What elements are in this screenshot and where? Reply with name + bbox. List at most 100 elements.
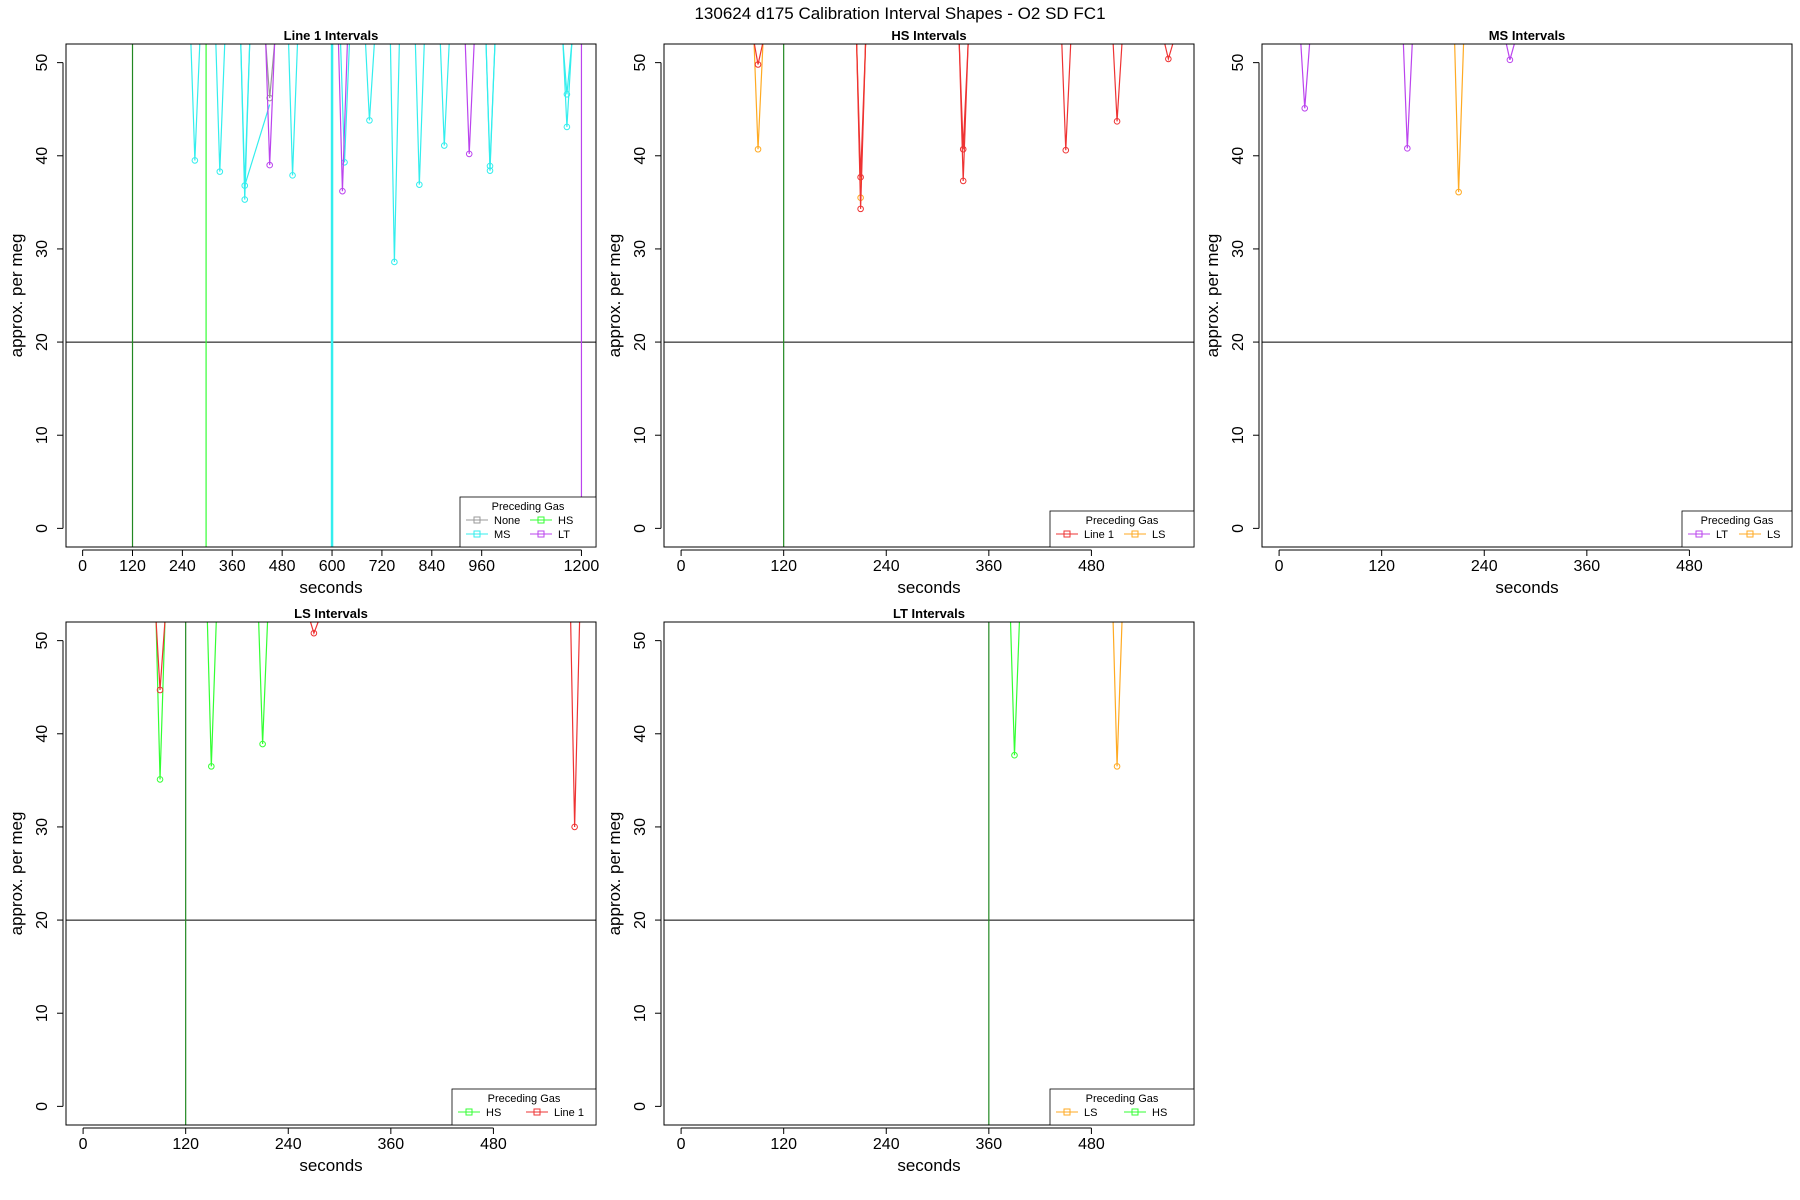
data-point	[486, 162, 494, 170]
interval-trace	[265, 44, 276, 99]
legend-swatch-marker	[1131, 1108, 1139, 1116]
y-tick-label: 0	[34, 1102, 51, 1111]
legend-entry-label: LS	[1152, 529, 1165, 541]
y-axis-label: approx. per meg	[605, 234, 624, 358]
legend: Preceding Gas Line 1 LS	[1049, 510, 1195, 548]
y-tick-label: 40	[1230, 147, 1247, 165]
interval-trace	[1009, 622, 1021, 756]
plot-frame	[663, 621, 1195, 1126]
y-tick-label: 20	[1230, 333, 1247, 351]
x-tick-label: 0	[79, 1136, 88, 1153]
y-tick-label: 50	[632, 54, 649, 72]
y-tick-label: 0	[632, 1102, 649, 1111]
data-point	[1455, 188, 1462, 196]
data-point	[1113, 763, 1121, 770]
panel-3: MS Intervals 0 120 240 360 480 seconds 0 10 20 30 4…	[1203, 28, 1793, 597]
y-tick-label: 50	[632, 632, 649, 650]
y-tick-label: 30	[34, 240, 51, 258]
interval-trace	[958, 44, 969, 150]
y-tick-label: 10	[34, 426, 51, 444]
legend-entry-label: Line 1	[554, 1107, 584, 1119]
legend: Preceding Gas LT LS	[1681, 510, 1793, 548]
y-tick-label: 20	[632, 333, 649, 351]
y-tick-label: 50	[34, 54, 51, 72]
data-point	[241, 196, 249, 203]
plot-frame	[65, 621, 597, 1126]
data-point	[1165, 55, 1172, 63]
legend-entry-label: HS	[558, 515, 573, 527]
y-tick-label: 0	[1230, 524, 1247, 533]
y-axis-label: approx. per meg	[7, 234, 26, 358]
legend-box	[451, 1088, 597, 1126]
x-axis-label: seconds	[1495, 578, 1558, 597]
legend: Preceding Gas None HS MS LT	[459, 496, 597, 548]
x-tick-label: 840	[418, 558, 445, 575]
interval-trace	[389, 44, 400, 262]
y-tick-label: 30	[632, 818, 649, 836]
panel-title: Line 1 Intervals	[284, 28, 379, 43]
plot-frame	[663, 43, 1195, 548]
legend-entry-label: LS	[1767, 529, 1780, 541]
plot-area	[664, 622, 1194, 1125]
interval-trace	[288, 44, 299, 176]
interval-trace	[258, 622, 269, 745]
interval-trace	[1505, 44, 1515, 60]
interval-trace	[190, 44, 201, 161]
y-tick-label: 50	[1230, 54, 1247, 72]
legend-title: Preceding Gas	[488, 1093, 561, 1105]
data-point	[266, 161, 273, 169]
interval-trace	[464, 44, 475, 154]
interval-trace	[562, 44, 573, 95]
x-tick-label: 240	[275, 1136, 302, 1153]
legend-box	[1049, 510, 1195, 548]
y-tick-label: 40	[632, 147, 649, 165]
x-tick-label: 120	[1368, 558, 1395, 575]
data-point	[465, 150, 473, 158]
legend-entry-label: LT	[558, 529, 570, 541]
panel-1: Line 1 Intervals 0 120 240 360 480 600 720 840 96…	[7, 28, 599, 597]
interval-trace	[265, 44, 276, 166]
interval-trace	[1402, 44, 1413, 149]
y-tick-label: 20	[34, 333, 51, 351]
data-point	[754, 61, 762, 68]
data-point	[754, 145, 762, 153]
x-tick-label: 240	[873, 1136, 900, 1153]
x-tick-label: 120	[770, 558, 797, 575]
interval-trace	[1300, 44, 1311, 109]
x-tick-label: 720	[369, 558, 396, 575]
interval-trace	[215, 44, 226, 172]
data-point	[486, 167, 494, 174]
x-axis-label: seconds	[299, 1156, 362, 1175]
y-tick-label: 10	[1230, 426, 1247, 444]
legend-entry-label: HS	[1152, 1107, 1167, 1119]
interval-trace	[337, 44, 348, 192]
y-axis-label: approx. per meg	[7, 812, 26, 936]
data-point	[241, 182, 249, 189]
x-tick-label: 0	[677, 558, 686, 575]
y-tick-label: 10	[632, 426, 649, 444]
legend-swatch-marker	[473, 530, 481, 538]
y-tick-label: 10	[34, 1004, 51, 1022]
x-tick-label: 480	[269, 558, 296, 575]
x-tick-label: 120	[770, 1136, 797, 1153]
y-tick-label: 30	[34, 818, 51, 836]
data-point	[440, 142, 448, 149]
data-point	[1404, 145, 1411, 152]
x-tick-label: 1200	[564, 558, 600, 575]
series-segment	[244, 104, 271, 186]
data-point	[366, 117, 373, 124]
data-point	[571, 823, 578, 831]
legend: Preceding Gas HS Line 1	[451, 1088, 597, 1126]
legend-swatch-marker	[473, 516, 481, 524]
interval-trace	[364, 44, 375, 121]
interval-trace	[309, 622, 319, 636]
legend-entry-label: Line 1	[1084, 529, 1114, 541]
plot-area	[66, 44, 596, 547]
data-point	[259, 740, 266, 748]
y-tick-label: 20	[34, 911, 51, 929]
legend-box	[1049, 1088, 1195, 1126]
data-point	[310, 629, 318, 637]
data-point	[216, 168, 224, 175]
x-tick-label: 0	[78, 558, 87, 575]
legend-swatch-marker	[465, 1108, 473, 1116]
